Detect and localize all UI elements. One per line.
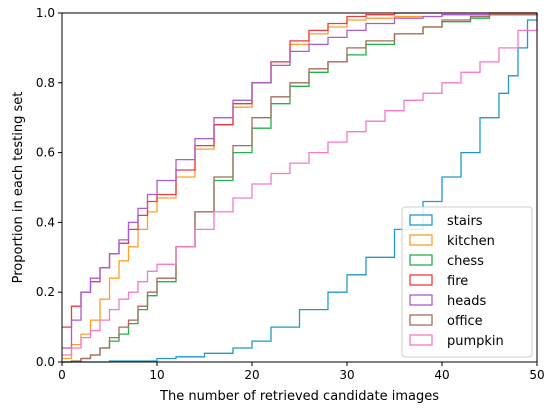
series-line-pumpkin <box>62 13 538 356</box>
x-tick-label: 30 <box>339 368 354 382</box>
series-line-office <box>62 13 538 363</box>
x-axis: 0 10 20 30 40 50 <box>58 362 545 382</box>
series-line-heads <box>62 12 537 349</box>
y-axis: 0.0 0.2 0.4 0.6 0.8 1.0 <box>36 6 62 369</box>
y-tick-label: 0.0 <box>36 355 55 369</box>
x-axis-label: The number of retrieved candidate images <box>159 389 439 404</box>
legend-label-chess: chess <box>447 254 484 269</box>
plot-lines <box>62 12 538 363</box>
x-tick-label: 40 <box>434 368 449 382</box>
legend-label-pumpkin: pumpkin <box>447 334 504 349</box>
y-tick-label: 0.2 <box>36 285 55 299</box>
legend-box <box>401 206 533 358</box>
plot-frame <box>61 12 538 363</box>
legend-swatch-chess <box>409 254 433 266</box>
y-tick-label: 0.6 <box>36 146 55 160</box>
legend-label-stairs: stairs <box>447 214 483 229</box>
legend: stairs kitchen chess fire heads office pumpkin <box>401 206 533 358</box>
legend-label-kitchen: kitchen <box>447 234 495 249</box>
legend-swatch-fire <box>409 274 433 286</box>
x-tick-label: 50 <box>529 368 544 382</box>
legend-label-heads: heads <box>447 294 486 309</box>
y-tick-label: 0.4 <box>36 215 55 229</box>
legend-swatch-stairs <box>409 214 433 226</box>
legend-label-fire: fire <box>447 274 468 289</box>
x-tick-label: 20 <box>244 368 259 382</box>
legend-swatch-kitchen <box>409 234 433 246</box>
legend-swatch-office <box>409 314 433 326</box>
legend-swatch-pumpkin <box>409 334 433 346</box>
y-tick-label: 1.0 <box>36 6 55 20</box>
y-axis-label: Proportion in each testing set <box>11 92 26 284</box>
x-tick-label: 0 <box>58 368 66 382</box>
legend-swatch-heads <box>409 294 433 306</box>
legend-label-office: office <box>447 314 483 329</box>
series-line-stairs <box>62 13 538 363</box>
series-line-kitchen <box>62 12 537 360</box>
x-tick-label: 10 <box>149 368 164 382</box>
y-tick-label: 0.8 <box>36 76 55 90</box>
